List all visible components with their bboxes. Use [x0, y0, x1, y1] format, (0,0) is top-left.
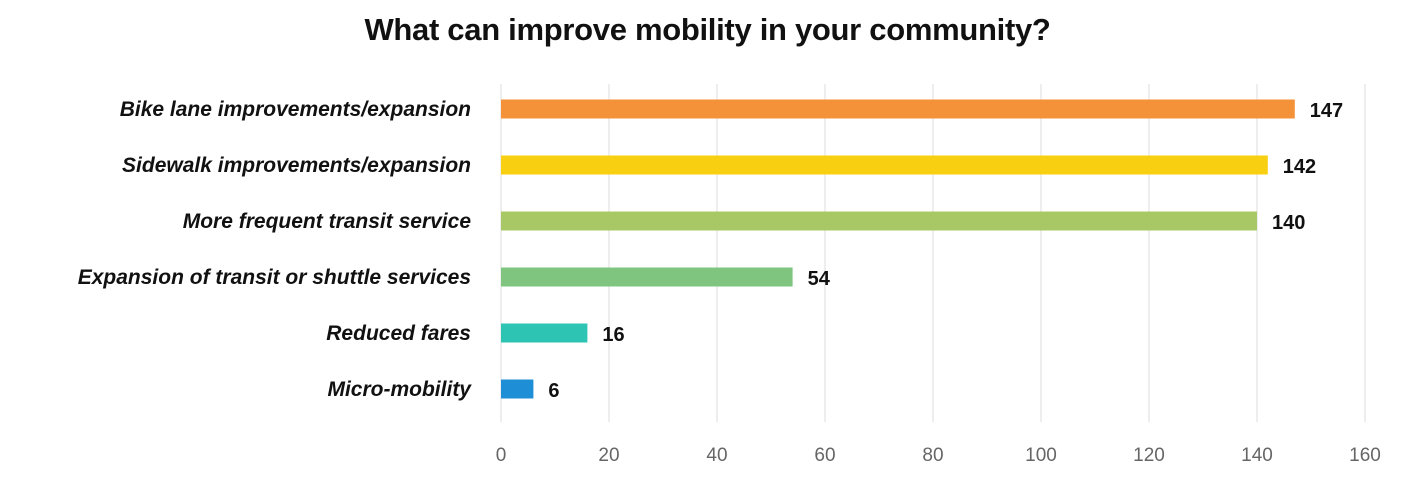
- category-label: Sidewalk improvements/expansion: [122, 154, 471, 177]
- data-label: 140: [1272, 212, 1305, 234]
- x-tick-label: 60: [814, 445, 835, 466]
- data-label: 142: [1283, 156, 1316, 178]
- category-label: More frequent transit service: [183, 210, 472, 233]
- category-labels: Bike lane improvements/expansion Sidewalk…: [78, 98, 473, 401]
- bars: [501, 99, 1295, 399]
- gridlines: [500, 84, 1366, 422]
- chart-title: What can improve mobility in your commun…: [364, 12, 1051, 47]
- data-label: 16: [602, 324, 624, 346]
- bar: [501, 211, 1257, 231]
- data-label: 6: [548, 380, 559, 402]
- category-label: Reduced fares: [326, 322, 471, 345]
- x-tick-label: 20: [598, 445, 619, 466]
- x-tick-label: 80: [922, 445, 943, 466]
- x-tick-label: 40: [706, 445, 727, 466]
- x-tick-label: 160: [1349, 445, 1381, 466]
- category-label: Bike lane improvements/expansion: [120, 98, 471, 121]
- data-label: 147: [1310, 100, 1343, 122]
- bar: [501, 99, 1295, 119]
- category-label: Expansion of transit or shuttle services: [78, 266, 471, 289]
- x-tick-label: 120: [1133, 445, 1165, 466]
- bar: [501, 323, 588, 343]
- bar: [501, 379, 534, 399]
- bar: [501, 267, 793, 287]
- category-label: Micro-mobility: [327, 378, 472, 401]
- bar: [501, 155, 1268, 175]
- x-tick-label: 140: [1241, 445, 1273, 466]
- x-axis-ticks: 0 20 40 60 80 100 120 140 160: [496, 445, 1381, 466]
- x-tick-label: 0: [496, 445, 507, 466]
- value-labels: 147 142 140 54 16 6: [548, 100, 1343, 402]
- x-tick-label: 100: [1025, 445, 1057, 466]
- data-label: 54: [808, 268, 831, 290]
